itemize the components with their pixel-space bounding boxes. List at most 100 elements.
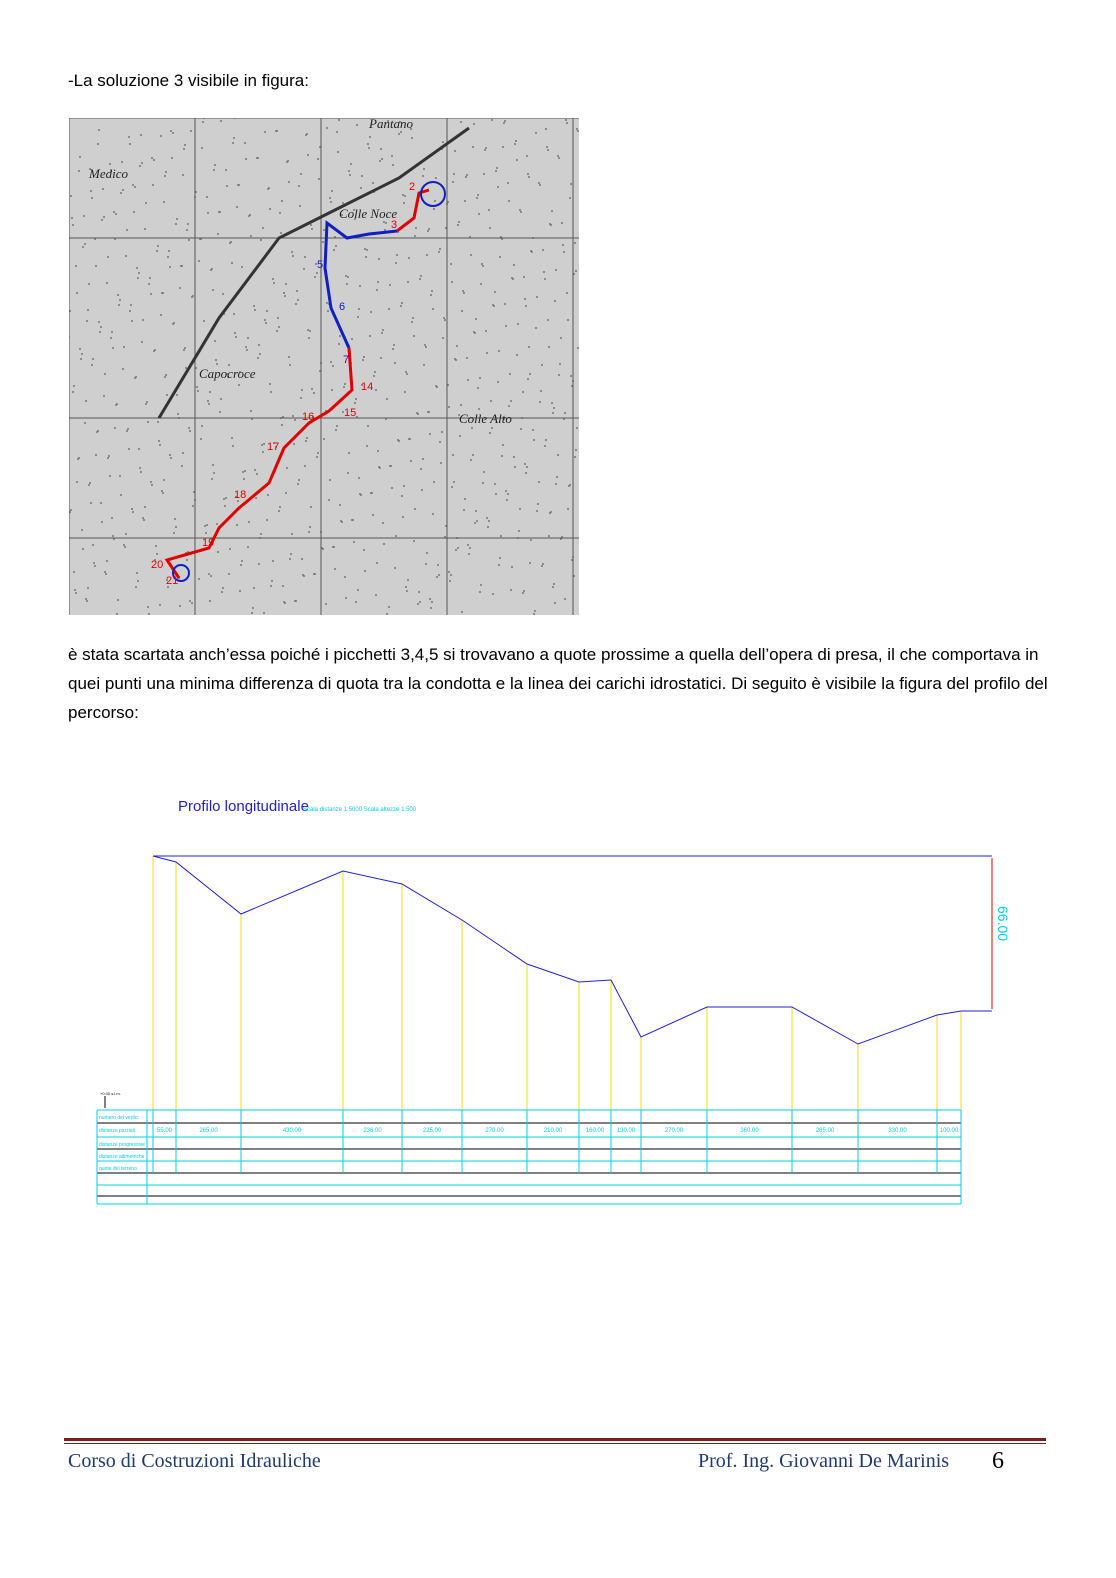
map-texture-dot xyxy=(169,266,171,268)
map-texture-dot xyxy=(394,362,396,364)
map-texture-dot xyxy=(172,323,174,325)
map-texture-dot xyxy=(286,161,288,163)
map-texture-dot xyxy=(216,523,218,525)
map-texture-dot xyxy=(160,135,162,137)
partial-distance: 360.00 xyxy=(740,1128,759,1134)
map-texture-dot xyxy=(134,186,136,188)
map-texture-dot xyxy=(229,242,231,244)
profile-title: Profilo longitudinale xyxy=(178,798,309,815)
map-texture-dot xyxy=(548,346,550,348)
map-texture-dot xyxy=(463,509,465,511)
map-texture-dot xyxy=(364,248,366,250)
map-texture-dot xyxy=(220,398,222,400)
map-texture-dot xyxy=(289,558,291,560)
map-texture-dot xyxy=(83,215,85,217)
map-texture-dot xyxy=(311,388,313,390)
partial-distance: 270.00 xyxy=(485,1128,504,1134)
map-texture-dot xyxy=(379,160,381,162)
map-texture-dot xyxy=(348,452,350,454)
map-texture-dot xyxy=(301,558,303,560)
map-texture-dot xyxy=(426,552,428,554)
map-texture-dot xyxy=(293,443,295,445)
map-texture-dot xyxy=(131,508,133,510)
map-texture-dot xyxy=(475,318,477,320)
map-point-label: 3 xyxy=(391,219,397,231)
map-texture-dot xyxy=(131,320,133,322)
map-texture-dot xyxy=(454,150,456,152)
map-texture-dot xyxy=(457,224,459,226)
map-texture-dot xyxy=(560,337,562,339)
map-texture-dot xyxy=(357,316,359,318)
map-texture-dot xyxy=(264,131,266,133)
footer-author: Prof. Ing. Giovanni De Marinis xyxy=(698,1450,950,1472)
map-texture-dot xyxy=(450,263,452,265)
map-texture-dot xyxy=(86,600,88,602)
map-texture-dot xyxy=(168,250,170,252)
map-texture-dot xyxy=(84,243,86,245)
map-texture-dot xyxy=(530,539,532,541)
table-row-label: quote del terreno xyxy=(99,1166,137,1172)
map-texture-dot xyxy=(136,267,138,269)
map-texture-dot xyxy=(567,508,569,510)
map-texture-dot xyxy=(489,432,491,434)
map-texture-dot xyxy=(549,223,551,225)
map-texture-dot xyxy=(219,411,221,413)
map-texture-dot xyxy=(231,437,233,439)
map-place-name: Colle Noce xyxy=(339,206,397,221)
map-texture-dot xyxy=(403,485,405,487)
map-texture-dot xyxy=(269,208,271,210)
map-texture-dot xyxy=(382,522,384,524)
map-texture-dot xyxy=(380,148,382,150)
map-texture-dot xyxy=(281,200,283,202)
map-texture-dot xyxy=(381,332,383,334)
map-texture-dot xyxy=(368,147,370,149)
map-texture-dot xyxy=(85,598,87,600)
map-texture-dot xyxy=(502,444,504,446)
map-texture-dot xyxy=(95,454,97,456)
map-texture-dot xyxy=(503,122,505,124)
datum-label: +0.00 s.l.m. xyxy=(100,1091,121,1096)
partial-distance: 265.00 xyxy=(199,1128,218,1134)
map-texture-dot xyxy=(228,573,230,575)
map-texture-dot xyxy=(82,246,84,248)
map-point-label: 18 xyxy=(234,489,246,501)
map-texture-dot xyxy=(223,498,225,500)
map-texture-dot xyxy=(451,281,453,283)
map-texture-dot xyxy=(529,373,531,375)
map-texture-dot xyxy=(402,516,404,518)
map-texture-dot xyxy=(71,217,73,219)
map-texture-dot xyxy=(451,486,453,488)
page-number: 6 xyxy=(992,1448,1004,1474)
map-texture-dot xyxy=(431,601,433,603)
map-texture-dot xyxy=(461,310,463,312)
map-texture-dot xyxy=(110,337,112,339)
map-texture-dot xyxy=(418,591,420,593)
map-texture-dot xyxy=(175,526,177,528)
map-texture-dot xyxy=(522,592,524,594)
map-texture-dot xyxy=(526,466,528,468)
map-texture-dot xyxy=(330,361,332,363)
map-texture-dot xyxy=(191,602,193,604)
map-texture-dot xyxy=(349,174,351,176)
map-texture-dot xyxy=(103,395,105,397)
map-texture-dot xyxy=(359,285,361,287)
map-texture-dot xyxy=(142,319,144,321)
map-texture-dot xyxy=(267,188,269,190)
map-texture-dot xyxy=(153,159,155,161)
map-texture-dot xyxy=(545,439,547,441)
map-texture-dot xyxy=(265,322,267,324)
map-texture-dot xyxy=(511,277,513,279)
map-texture-dot xyxy=(478,213,480,215)
map-texture-dot xyxy=(103,216,105,218)
map-texture-dot xyxy=(130,304,132,306)
map-texture-dot xyxy=(214,340,216,342)
map-texture-dot xyxy=(157,421,159,423)
map-texture-dot xyxy=(542,249,544,251)
map-texture-dot xyxy=(338,343,340,345)
map-texture-dot xyxy=(222,587,224,589)
map-texture-dot xyxy=(566,122,568,124)
map-texture-dot xyxy=(190,130,192,132)
map-texture-dot xyxy=(98,321,100,323)
map-texture-dot xyxy=(464,498,466,500)
map-texture-dot xyxy=(115,404,117,406)
